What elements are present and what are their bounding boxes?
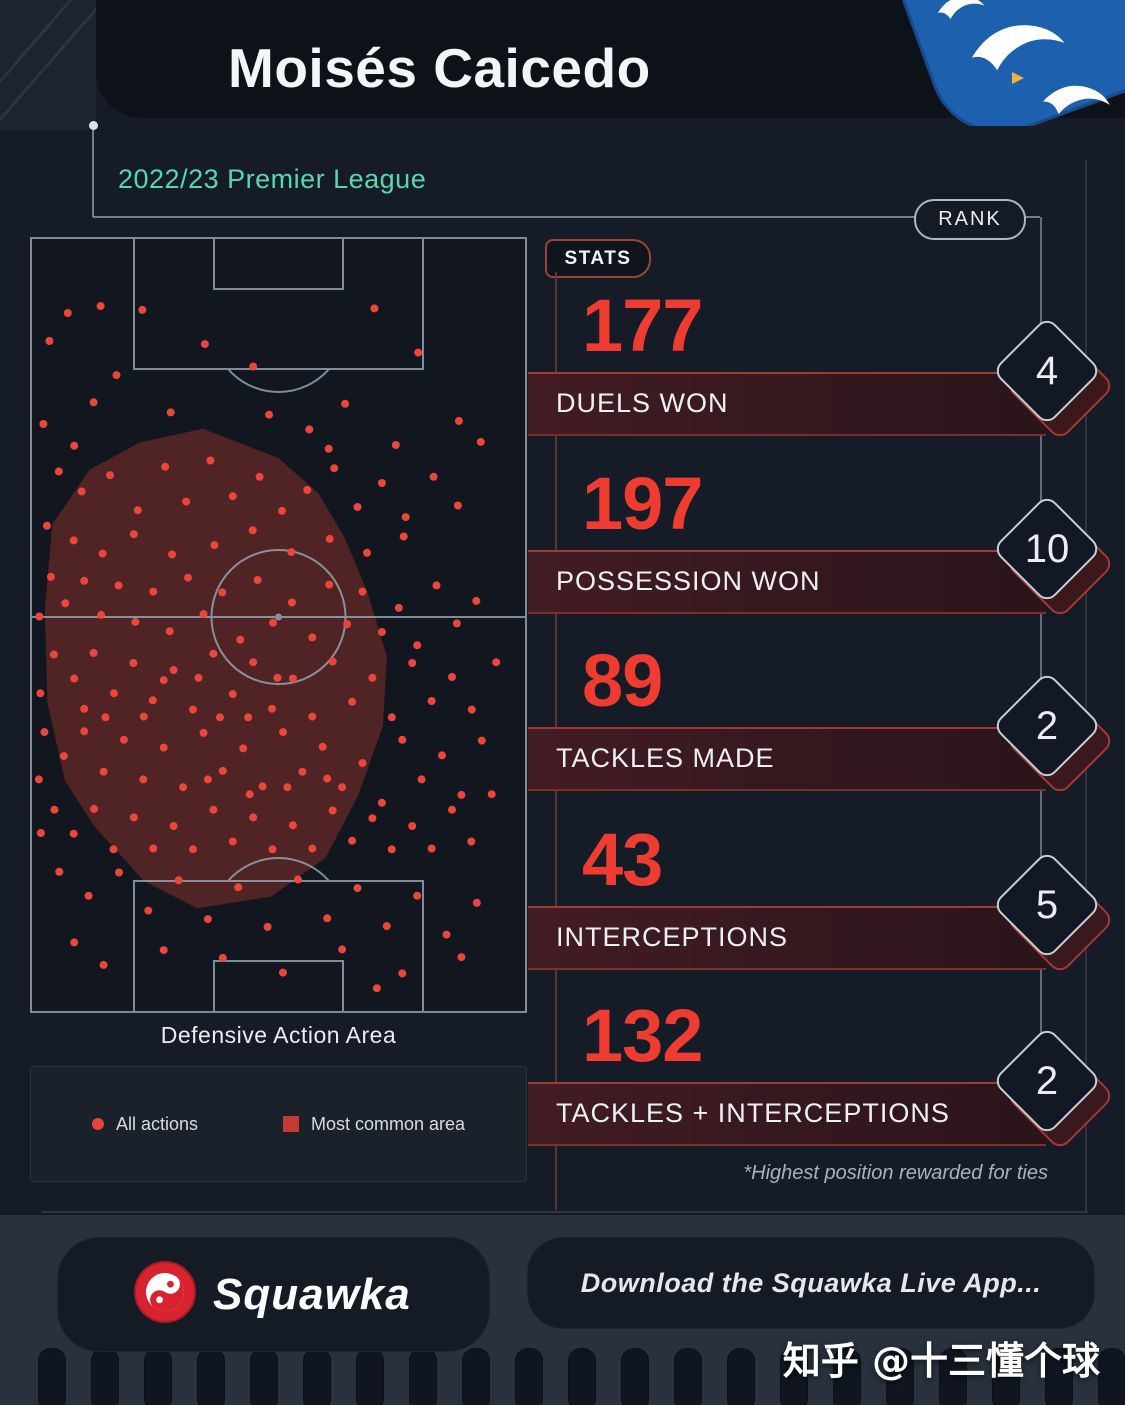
- season-label: 2022/23 Premier League: [118, 164, 427, 194]
- stats-pill-label: STATS: [564, 247, 632, 269]
- stats-pill: STATS: [545, 239, 651, 278]
- stat-label: TACKLES + INTERCEPTIONS: [556, 1098, 950, 1128]
- connector-line-vertical: [92, 130, 94, 217]
- brand-name: Squawka: [213, 1269, 411, 1319]
- legend-panel: All actions Most common area: [30, 1066, 527, 1182]
- download-app-button[interactable]: Download the Squawka Live App...: [527, 1237, 1095, 1329]
- stat-label: POSSESSION WON: [556, 566, 821, 596]
- rank-diamond-shadow: [1004, 864, 1116, 976]
- rank-diamond-shadow: [1004, 330, 1116, 442]
- stats-spine-line: [555, 272, 557, 1210]
- all-actions-dot-icon: [91, 1118, 104, 1130]
- download-text: Download the Squawka Live App...: [580, 1267, 1042, 1298]
- brand-pill: Squawka: [57, 1237, 490, 1352]
- stat-value: 43: [582, 818, 663, 901]
- stat-band: TACKLES + INTERCEPTIONS: [528, 1082, 1046, 1146]
- rank-number: 2: [1035, 1058, 1059, 1103]
- pitch-map: [30, 237, 527, 1013]
- pitch-caption: Defensive Action Area: [160, 1022, 397, 1048]
- rank-spine-line: [1040, 217, 1042, 1112]
- bottom-frame-line: [42, 1211, 1088, 1213]
- rank-pill: RANK: [914, 199, 1026, 240]
- rank-diamond-shadow: [1004, 1040, 1116, 1152]
- club-badge-icon: [900, 0, 1125, 126]
- page-title: Moisés Caicedo: [228, 37, 651, 99]
- stat-band: TACKLES MADE: [528, 727, 1046, 791]
- legend-label: Most common area: [310, 1113, 466, 1134]
- watermark: 知乎 @十三懂个球: [782, 1339, 1100, 1383]
- stat-band: POSSESSION WON: [528, 550, 1046, 614]
- connector-dot: [89, 121, 98, 130]
- footnote: *Highest position rewarded for ties: [743, 1162, 1048, 1184]
- stat-label: DUELS WON: [556, 388, 729, 418]
- rank-pill-label: RANK: [938, 208, 1002, 230]
- stat-band: DUELS WON: [528, 372, 1046, 436]
- common-area-square-icon: [282, 1116, 299, 1132]
- squawka-logo-icon: [133, 1260, 197, 1329]
- stat-label: TACKLES MADE: [556, 743, 775, 773]
- legend-item: Most common area: [282, 1113, 466, 1135]
- stat-value: 177: [582, 284, 703, 367]
- stat-label: INTERCEPTIONS: [556, 922, 789, 952]
- rank-number: 5: [1035, 882, 1059, 927]
- stat-value: 197: [582, 462, 703, 545]
- connector-line-horizontal: [93, 216, 1040, 218]
- gull-beak: [1012, 72, 1024, 84]
- legend-label: All actions: [115, 1113, 198, 1134]
- rank-number: 2: [1035, 703, 1059, 748]
- action-dots: [34, 302, 501, 993]
- rank-number: 4: [1035, 348, 1059, 393]
- most-common-area-polygon: [44, 428, 387, 909]
- legend-item: All actions: [91, 1113, 198, 1135]
- pitch-lines: [30, 237, 527, 1013]
- right-frame-line: [1085, 160, 1087, 1212]
- rank-diamond-shadow: [1004, 508, 1116, 620]
- rank-number: 10: [1024, 526, 1070, 571]
- stat-value: 89: [582, 639, 663, 722]
- stat-value: 132: [582, 994, 703, 1077]
- stat-band: INTERCEPTIONS: [528, 906, 1046, 970]
- rank-diamond-shadow: [1004, 685, 1116, 797]
